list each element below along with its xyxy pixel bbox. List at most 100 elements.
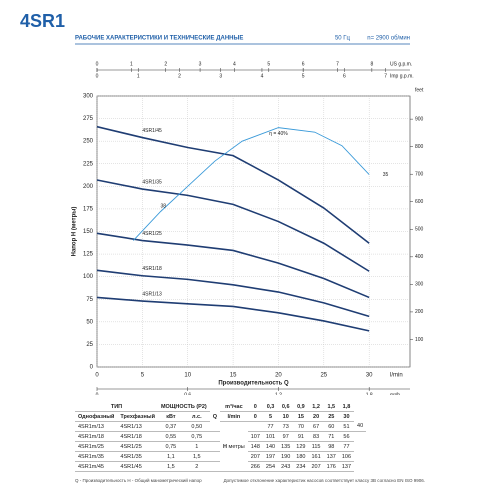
table-cell: 0,75 xyxy=(157,441,184,452)
y2-tick-label: 200 xyxy=(415,309,424,315)
table-cell: 4SR1m/13 xyxy=(75,421,118,432)
table-row: Однофазный Трехфазный кВт л.с. l/min 0 5 10 15 20… xyxy=(75,411,366,422)
table-cell: 1,5 xyxy=(183,451,210,462)
y-tick-label: 125 xyxy=(83,252,94,258)
secondary-tick-label: 5 xyxy=(267,61,270,67)
secondary-tick-label: 8 xyxy=(370,61,373,67)
footer: Q - Производительность H - Общий маномет… xyxy=(75,478,425,483)
table-cell: 4SR1m/45 xyxy=(75,461,118,472)
table-cell: Трехфазный xyxy=(117,411,158,422)
table-cell: 129 xyxy=(293,441,309,452)
curve-label: 4SR1/25 xyxy=(142,231,162,237)
secondary-tick-label: 1.2 xyxy=(275,392,282,395)
table-cell: 71 xyxy=(323,431,339,442)
secondary-tick-label: 5 xyxy=(302,73,305,79)
table-cell: 20 xyxy=(308,411,324,422)
pump-curve xyxy=(96,179,370,272)
spacer xyxy=(209,441,221,452)
table-cell: 180 xyxy=(293,451,309,462)
table-cell: 2 xyxy=(183,461,210,472)
table-cell: 0 xyxy=(247,402,263,412)
table-cell: 73 xyxy=(278,421,294,432)
efficiency-curve xyxy=(132,127,370,241)
y2-tick-label: 700 xyxy=(415,172,424,178)
table-cell: 70 xyxy=(293,421,309,432)
table-cell: 1,5 xyxy=(157,461,184,472)
y2-tick-label: 100 xyxy=(415,337,424,343)
table-cell: 0,37 xyxy=(157,421,184,432)
table-cell: 4SR1m/35 xyxy=(75,451,118,462)
x-tick-label: 20 xyxy=(275,373,282,379)
y2-tick-label: 600 xyxy=(415,199,424,205)
pump-curve xyxy=(96,269,370,318)
efficiency-annotation: 38 xyxy=(161,204,167,210)
spacer xyxy=(209,461,221,472)
table-cell: 91 xyxy=(293,431,309,442)
y2-tick-label: 400 xyxy=(415,254,424,260)
table-cell: 4SR1/18 xyxy=(117,431,158,442)
x-tick-label: 10 xyxy=(184,373,191,379)
table-cell: H метры xyxy=(220,421,248,472)
table-cell: 101 xyxy=(262,431,279,442)
table-cell: 0 xyxy=(247,411,263,422)
table-cell: 83 xyxy=(308,431,324,442)
y2-tick-label: 300 xyxy=(415,282,424,288)
table-cell: 30 xyxy=(338,411,355,422)
title: 4SR1 xyxy=(20,11,65,31)
secondary-tick-label: 0 xyxy=(96,392,99,395)
table-cell: m³/час xyxy=(220,402,248,412)
secondary-tick-label: 0.6 xyxy=(184,392,191,395)
table-cell: 4SR1/13 xyxy=(117,421,158,432)
y-tick-label: 250 xyxy=(83,139,94,145)
table-cell: 0,55 xyxy=(157,431,184,442)
x-tick-label: 30 xyxy=(366,373,373,379)
table-cell: 234 xyxy=(293,461,309,472)
x-tick-label: 25 xyxy=(320,373,327,379)
y2-tick-label: 900 xyxy=(415,116,424,122)
x-tick-label: 15 xyxy=(230,373,237,379)
table-cell: 207 xyxy=(308,461,324,472)
speed: n= 2900 об/мин xyxy=(367,36,410,42)
table-cell: 4SR1/45 xyxy=(117,461,158,472)
table-cell: 137 xyxy=(323,451,339,462)
h-label: H xyxy=(223,443,227,450)
table-row: 4SR1m/13 4SR1/13 0,37 0,50 H метры 77 73 70 67 60… xyxy=(75,421,367,472)
table-cell: 60 xyxy=(323,421,339,432)
spacer xyxy=(209,431,221,442)
y2-tick-label: 800 xyxy=(415,144,424,150)
y-tick-label: 25 xyxy=(86,342,93,348)
table-cell: л.с. xyxy=(183,411,210,422)
x-unit-label: l/min xyxy=(390,373,403,379)
table-cell: 77 xyxy=(262,421,279,432)
y-axis-label: Напор H (метры) xyxy=(72,207,78,257)
spacer xyxy=(247,421,263,432)
table-row: 4SR1m/45 4SR1/45 1,5 2 266 254 243 234 207 176 137 xyxy=(75,461,366,472)
table-cell: 197 xyxy=(262,451,279,462)
x-axis-label: Производительность Q xyxy=(218,381,289,387)
secondary-axis-label: US g.p.m. xyxy=(390,61,412,67)
table-cell: 107 xyxy=(247,431,263,442)
y-tick-label: 300 xyxy=(83,94,94,100)
table-cell: 0,6 xyxy=(278,402,294,412)
table-cell: 115 xyxy=(308,441,324,452)
table-cell: 4SR1/25 xyxy=(117,441,158,452)
table-cell: 106 xyxy=(338,451,355,462)
secondary-tick-label: 2 xyxy=(178,73,181,79)
secondary-tick-label: 4 xyxy=(261,73,264,79)
curve-label: 4SR1/35 xyxy=(142,179,162,185)
x-tick-label: 0 xyxy=(95,373,99,379)
y-tick-label: 75 xyxy=(86,297,93,303)
table-cell: 77 xyxy=(338,441,355,452)
table-cell: 1,1 xyxy=(157,451,184,462)
table-cell: 4SR1/35 xyxy=(117,451,158,462)
table-cell: 190 xyxy=(278,451,294,462)
secondary-axis-label: m³/h xyxy=(390,392,400,395)
h-unit: метры xyxy=(228,443,245,450)
table-cell: 1,2 xyxy=(308,402,324,412)
secondary-tick-label: 7 xyxy=(336,61,339,67)
table-cell: 148 xyxy=(247,441,263,452)
table-cell: 4SR1m/25 xyxy=(75,441,118,452)
table-cell: 266 xyxy=(247,461,263,472)
